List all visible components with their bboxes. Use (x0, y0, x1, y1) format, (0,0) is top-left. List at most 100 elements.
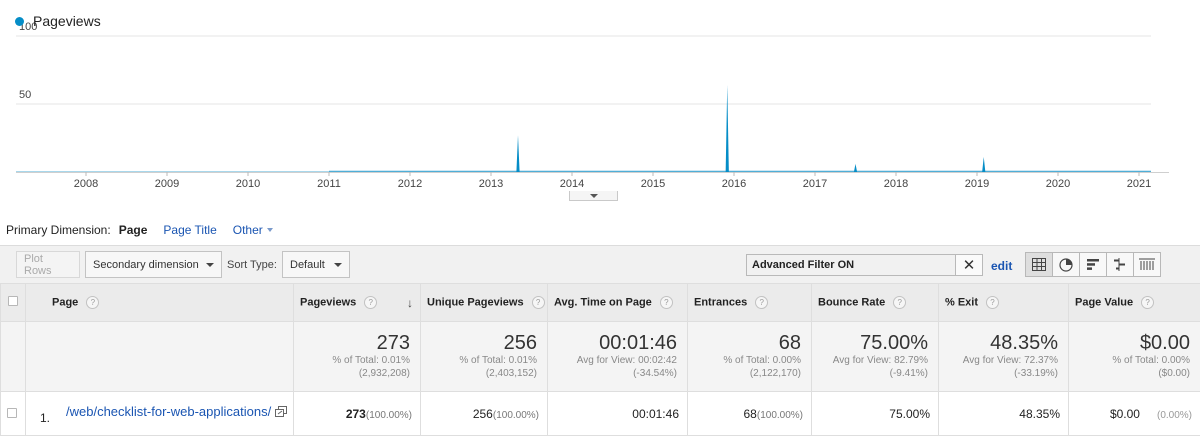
total-entrances: 68% of Total: 0.00% (2,122,170) (687, 321, 812, 392)
totals-row: 273% of Total: 0.01% (2,932,208) 256% of … (0, 321, 1200, 392)
data-table-view-button[interactable] (1025, 252, 1053, 277)
pivot-view-button[interactable] (1133, 252, 1161, 277)
sort-type-value: Default (290, 258, 325, 271)
total-value: 00:01:46 (599, 332, 677, 354)
dimension-page-title[interactable]: Page Title (163, 223, 217, 237)
primary-dimension-bar: Primary Dimension: Page Page Title Other (6, 223, 273, 237)
total-overall: (-9.41%) (889, 368, 928, 379)
total-value: 75.00% (860, 332, 928, 354)
x-tick-label: 2019 (965, 178, 989, 190)
advanced-filter-input[interactable] (746, 254, 956, 276)
help-icon[interactable]: ? (659, 296, 673, 309)
x-tick-label: 2015 (641, 178, 665, 190)
percentage-view-button[interactable] (1052, 252, 1080, 277)
edit-filter-link[interactable]: edit (991, 259, 1013, 273)
help-icon[interactable]: ? (364, 296, 378, 309)
entrances-value: 68 (743, 406, 757, 421)
chart-canvas: 100 50 2008 2009 2010 2011 2012 2013 2014 2015 201… (16, 21, 1169, 190)
x-tick-label: 2020 (1046, 178, 1070, 190)
x-tick-label: 2013 (479, 178, 503, 190)
secondary-dimension-label: Secondary dimension (93, 258, 199, 271)
col-header-entrances[interactable]: Entrances? (687, 283, 812, 322)
total-value: $0.00 (1139, 332, 1190, 354)
x-tick-label: 2010 (236, 178, 260, 190)
total-share: % of Total: 0.01% (332, 355, 410, 366)
total-avg-time: 00:01:46 Avg for View: 00:02:42 (-34.54%) (547, 321, 688, 392)
help-icon[interactable]: ? (755, 296, 769, 309)
row-exit: 48.35% (938, 391, 1069, 436)
table-header-row: Page? Pageviews? ↓ Unique Pageviews? Avg.… (0, 283, 1200, 322)
total-value: 48.35% (990, 332, 1058, 354)
data-spike (516, 135, 520, 172)
totals-blank (0, 321, 26, 392)
x-tick-label: 2011 (317, 178, 341, 190)
col-header-page[interactable]: Page? (25, 283, 294, 322)
table-toolbar: Plot Rows Secondary dimension Sort Type:… (0, 245, 1200, 283)
col-header-avg-time[interactable]: Avg. Time on Page? (547, 283, 688, 322)
total-value: 256 (503, 332, 537, 354)
data-spike (725, 84, 729, 172)
col-header-label: % Exit (945, 296, 979, 309)
y-tick-label: 50 (19, 89, 31, 101)
performance-view-button[interactable] (1079, 252, 1107, 277)
secondary-dimension-dropdown[interactable]: Secondary dimension (85, 251, 222, 278)
select-all-checkbox[interactable] (8, 296, 18, 306)
row-page-value: $0.00 (0.00%) (1068, 391, 1200, 436)
help-icon[interactable]: ? (1141, 296, 1155, 309)
chart-collapse-toggle[interactable] (569, 191, 618, 201)
total-value: 273 (376, 332, 410, 354)
row-unique-pageviews: 256(100.00%) (420, 391, 548, 436)
total-overall: (-34.54%) (633, 368, 677, 379)
col-header-exit[interactable]: % Exit? (938, 283, 1069, 322)
unique-pageviews-value: 256 (472, 406, 493, 421)
caret-down-icon (206, 262, 214, 267)
caret-down-icon (266, 228, 273, 232)
pivot-table-icon (1139, 258, 1155, 270)
x-tick-label: 2016 (722, 178, 746, 190)
col-header-unique-pageviews[interactable]: Unique Pageviews? (420, 283, 548, 322)
col-header-pageviews[interactable]: Pageviews? ↓ (293, 283, 421, 322)
series-dot-icon (15, 16, 24, 26)
total-share: % of Total: 0.00% (723, 355, 801, 366)
dimension-other-dropdown[interactable]: Other (233, 223, 273, 237)
page-link[interactable]: /web/checklist-for-web-applications/ (66, 403, 272, 419)
col-header-label: Bounce Rate (818, 296, 886, 309)
total-overall: ($0.00) (1158, 368, 1190, 379)
row-bounce-rate: 75.00% (811, 391, 939, 436)
x-tick-label: 2008 (74, 178, 98, 190)
col-header-label: Unique Pageviews (427, 296, 524, 309)
total-overall: (-33.19%) (1014, 368, 1058, 379)
row-pageviews: 273(100.00%) (293, 391, 421, 436)
dimension-page[interactable]: Page (118, 223, 148, 237)
help-icon[interactable]: ? (531, 296, 545, 309)
sort-type-dropdown[interactable]: Default (282, 251, 350, 278)
x-tick-label: 2009 (155, 178, 179, 190)
series-area (329, 170, 1151, 172)
report-table: Page? Pageviews? ↓ Unique Pageviews? Avg.… (0, 283, 1200, 436)
comparison-view-button[interactable] (1106, 252, 1134, 277)
x-tick-label: 2012 (398, 178, 422, 190)
plot-rows-button[interactable]: Plot Rows (16, 251, 80, 278)
row-checkbox[interactable] (7, 407, 17, 418)
total-exit: 48.35% Avg for View: 72.37% (-33.19%) (938, 321, 1069, 392)
select-all-cell (0, 283, 26, 322)
open-external-icon[interactable] (275, 406, 287, 417)
pageviews-percent: (100.00%) (365, 409, 412, 421)
col-header-label: Page (52, 296, 79, 309)
help-icon[interactable]: ? (893, 296, 907, 309)
col-header-page-value[interactable]: Page Value? (1068, 283, 1200, 322)
help-icon[interactable]: ? (86, 296, 100, 309)
chevron-down-icon (589, 193, 598, 198)
clear-filter-button[interactable]: ✕ (955, 254, 983, 276)
row-page-cell: 1. /web/checklist-for-web-applications/ (25, 391, 294, 436)
dimension-other-label: Other (232, 223, 263, 237)
total-unique-pageviews: 256% of Total: 0.01% (2,403,152) (420, 321, 548, 392)
col-header-bounce-rate[interactable]: Bounce Rate? (811, 283, 939, 322)
pageviews-value: 273 (345, 406, 366, 421)
total-page-value: $0.00% of Total: 0.00% ($0.00) (1068, 321, 1200, 392)
view-switcher (1025, 252, 1161, 277)
primary-dimension-label: Primary Dimension: (6, 223, 111, 237)
row-entrances: 68(100.00%) (687, 391, 812, 436)
unique-pageviews-percent: (100.00%) (492, 409, 539, 421)
help-icon[interactable]: ? (986, 296, 1000, 309)
